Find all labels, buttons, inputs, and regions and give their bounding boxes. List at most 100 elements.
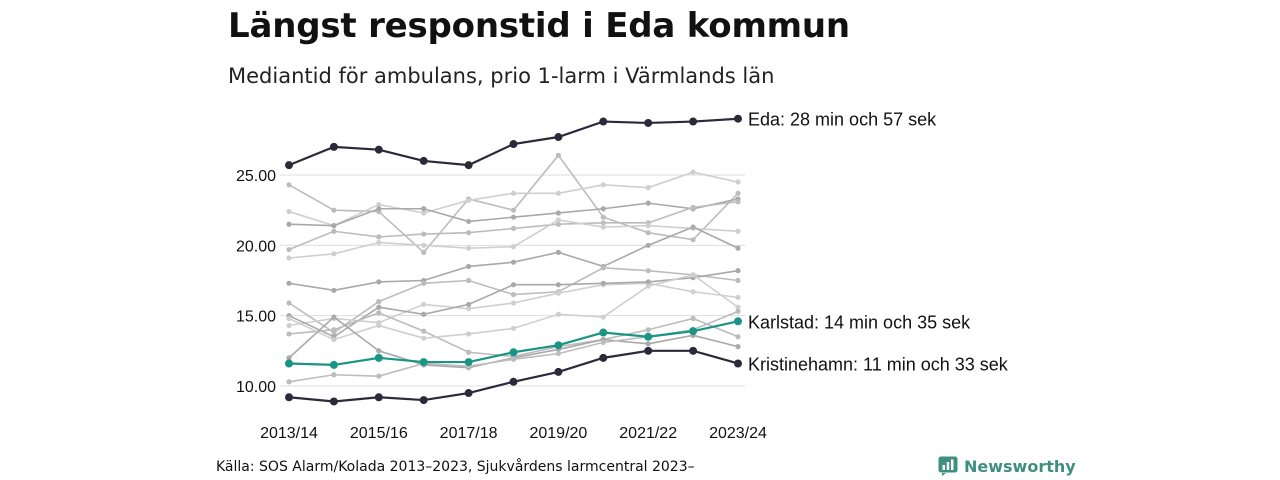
series-point-eda: [329, 142, 338, 151]
background-series-point: [510, 190, 517, 196]
background-series-point: [286, 208, 292, 215]
background-series-point: [645, 242, 651, 248]
series-point-kristinehamn: [329, 397, 338, 406]
background-series-point: [421, 242, 427, 248]
chart-subtitle: Mediantid för ambulans, prio 1-larm i Vä…: [228, 64, 775, 88]
series-point-karlstad: [734, 317, 742, 326]
background-series-point: [286, 280, 292, 286]
background-series-point: [690, 224, 696, 230]
background-series-point: [466, 277, 472, 284]
background-series-point: [331, 287, 337, 293]
background-series-point: [421, 328, 427, 334]
background-series-point: [421, 206, 427, 212]
background-series-point: [286, 182, 292, 188]
series-point-karlstad: [419, 358, 428, 367]
background-series-point: [466, 197, 472, 203]
background-series-point: [735, 294, 741, 300]
series-point-kristinehamn: [374, 393, 383, 402]
background-series-point: [376, 201, 382, 208]
series-point-eda: [734, 114, 742, 123]
background-series-point: [690, 237, 696, 243]
background-series-point: [510, 325, 517, 331]
background-series-line: [288, 153, 739, 254]
series-point-eda: [599, 117, 608, 126]
background-series-point: [331, 207, 337, 213]
background-series-point: [466, 301, 472, 308]
brand-name: Newsworthy: [964, 456, 1076, 476]
background-series-point: [421, 335, 427, 341]
background-series-point: [735, 199, 741, 205]
background-series-point: [331, 223, 337, 229]
series-point-karlstad: [689, 327, 698, 336]
background-series-point: [735, 190, 741, 196]
background-series-point: [555, 152, 562, 158]
background-series-point: [376, 304, 382, 310]
series-point-kristinehamn: [509, 377, 518, 386]
series-point-karlstad: [329, 360, 338, 369]
background-series-point: [466, 306, 472, 312]
background-series-point: [376, 322, 382, 329]
series-point-karlstad: [644, 332, 653, 341]
background-series-point: [466, 245, 472, 251]
background-series-point: [555, 249, 562, 255]
series-point-eda: [554, 133, 563, 142]
background-series-point: [421, 231, 427, 237]
background-series-point: [331, 336, 337, 343]
background-series-point: [331, 228, 337, 234]
background-series-point: [645, 223, 651, 229]
background-series-point: [735, 268, 741, 274]
background-series-point: [286, 315, 292, 322]
series-point-kristinehamn: [644, 346, 653, 355]
series-point-kristinehamn: [419, 396, 428, 405]
background-series-point: [690, 272, 696, 278]
background-series-point: [555, 210, 562, 216]
background-series-point: [421, 280, 427, 286]
background-series-point: [286, 221, 292, 227]
background-series-point: [645, 279, 651, 285]
y-tick-label: 15.00: [236, 309, 276, 326]
background-series-point: [286, 322, 292, 329]
background-series-point: [331, 314, 337, 320]
background-series-point: [510, 207, 517, 213]
x-tick-label: 2015/16: [350, 425, 408, 442]
series-point-karlstad: [285, 359, 293, 368]
background-series-point: [466, 218, 472, 225]
background-series-point: [421, 249, 427, 255]
background-series-point: [600, 206, 606, 212]
series-point-karlstad: [599, 328, 608, 337]
x-tick-label: 2021/22: [619, 425, 677, 442]
background-series-point: [555, 351, 562, 357]
x-tick-label: 2017/18: [440, 425, 498, 442]
background-series-point: [510, 225, 517, 232]
series-point-eda: [644, 118, 653, 127]
background-series-point: [600, 214, 606, 220]
background-series-point: [735, 245, 741, 251]
series-point-eda: [689, 117, 698, 126]
background-series-point: [645, 283, 651, 289]
series-point-kristinehamn: [689, 346, 698, 355]
series-point-karlstad: [374, 353, 383, 362]
background-series-point: [331, 327, 337, 333]
background-series-point: [510, 300, 517, 306]
background-series-point: [376, 239, 382, 246]
background-series-point: [376, 299, 382, 305]
y-tick-label: 25.00: [236, 168, 276, 185]
brand-logo[interactable]: Newsworthy: [938, 456, 1076, 476]
background-series-point: [376, 310, 382, 316]
background-series-point: [690, 315, 696, 322]
background-series-point: [376, 206, 382, 212]
background-series-point: [735, 308, 741, 315]
background-series-point: [510, 259, 517, 265]
series-point-eda: [464, 161, 473, 170]
series-point-karlstad: [509, 348, 518, 357]
background-series-point: [645, 230, 651, 236]
background-series-point: [376, 348, 382, 354]
background-series-point: [331, 251, 337, 257]
background-series-point: [286, 355, 292, 361]
background-series-point: [376, 373, 382, 379]
background-series-point: [286, 255, 292, 261]
background-series-point: [600, 182, 606, 188]
background-series-point: [645, 268, 651, 274]
background-series-point: [735, 334, 741, 340]
